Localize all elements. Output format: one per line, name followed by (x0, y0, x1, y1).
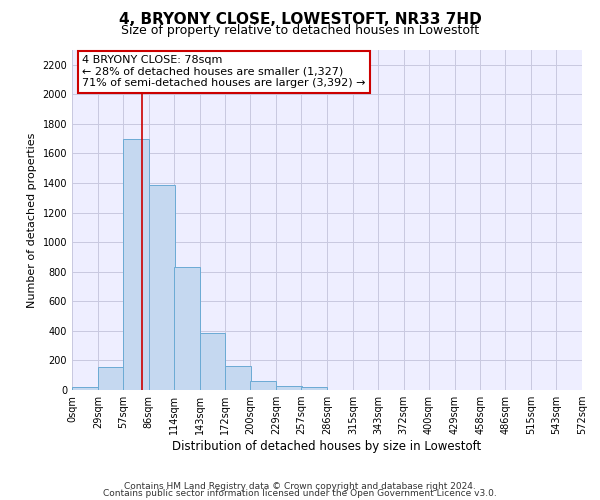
X-axis label: Distribution of detached houses by size in Lowestoft: Distribution of detached houses by size … (172, 440, 482, 453)
Y-axis label: Number of detached properties: Number of detached properties (27, 132, 37, 308)
Bar (72, 387, 98, 390)
Bar (250, 381, 276, 390)
Bar (276, 386, 302, 390)
Bar (173, 268, 199, 390)
Text: 4 BRYONY CLOSE: 78sqm
← 28% of detached houses are smaller (1,327)
71% of semi-d: 4 BRYONY CLOSE: 78sqm ← 28% of detached … (82, 55, 366, 88)
Bar (149, 184, 175, 390)
Text: Contains HM Land Registry data © Crown copyright and database right 2024.: Contains HM Land Registry data © Crown c… (124, 482, 476, 491)
Bar (301, 387, 327, 390)
Text: 4, BRYONY CLOSE, LOWESTOFT, NR33 7HD: 4, BRYONY CLOSE, LOWESTOFT, NR33 7HD (119, 12, 481, 28)
Bar (226, 366, 251, 390)
Text: Size of property relative to detached houses in Lowestoft: Size of property relative to detached ho… (121, 24, 479, 37)
Bar (98, 367, 124, 390)
Bar (199, 333, 226, 390)
Bar (123, 138, 149, 390)
Text: Contains public sector information licensed under the Open Government Licence v3: Contains public sector information licen… (103, 489, 497, 498)
